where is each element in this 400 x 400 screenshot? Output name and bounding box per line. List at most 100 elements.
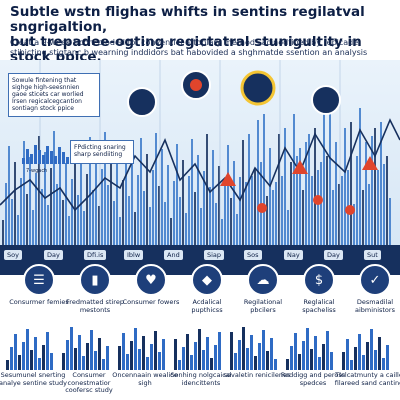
background-bar (389, 198, 391, 250)
background-bar (197, 155, 199, 250)
background-bar (65, 163, 67, 250)
background-bar (20, 178, 22, 250)
mini-bar (162, 339, 165, 370)
background-bar (212, 150, 214, 250)
category-caption: Consumer fowers (122, 298, 180, 306)
timeline-label: And (164, 250, 183, 260)
background-bar (26, 194, 28, 250)
mini-bar (154, 331, 157, 370)
background-bar (266, 196, 268, 250)
trend-line (0, 118, 400, 212)
mini-bar (190, 355, 193, 370)
mini-bar (46, 332, 49, 370)
background-bar (305, 142, 307, 250)
background-bar (383, 164, 385, 250)
category-caption: Acdalical pupthicss (191, 298, 223, 314)
gauge-icon (240, 70, 276, 106)
background-bar (251, 176, 253, 250)
bottom-caption: Consumer conestmatior coofersc study (65, 371, 113, 394)
mini-bar (182, 347, 185, 370)
background-bar (209, 187, 211, 250)
background-bar (269, 148, 271, 250)
mini-bar (314, 336, 317, 370)
background-bar (188, 176, 190, 250)
mini-bar (230, 332, 233, 370)
mini-bar (322, 344, 325, 370)
background-bar (323, 114, 325, 250)
background-bar (152, 170, 154, 250)
mini-bar (250, 335, 253, 370)
background-bar (293, 114, 295, 250)
background-bar (71, 179, 73, 250)
mini-bar (46, 146, 49, 164)
clock-icon (311, 85, 341, 115)
background-bar (122, 180, 124, 250)
mini-bar (346, 339, 349, 370)
mini-bar (238, 340, 241, 370)
background-bar (167, 165, 169, 250)
mini-bar (366, 342, 369, 370)
mini-bar (310, 349, 313, 370)
callout-box: Sowule fintening that sighge high-seesnn… (8, 73, 100, 117)
mini-bar (150, 344, 153, 370)
mini-bar (22, 342, 25, 370)
background-bar (386, 156, 388, 250)
background-bar (137, 175, 139, 250)
background-bar (374, 128, 376, 250)
background-bar (275, 182, 277, 250)
alert-markers (220, 156, 378, 215)
alert-dot-icon (257, 203, 267, 213)
mini-bar (122, 333, 125, 370)
background-bar (356, 156, 358, 250)
background-bar (11, 199, 13, 250)
background-bar (131, 159, 133, 250)
background-bar (350, 122, 352, 250)
mini-bar (378, 337, 381, 370)
background-bar (317, 170, 319, 250)
mini-bar (50, 151, 53, 164)
background-bar (281, 176, 283, 250)
background-bar (365, 142, 367, 250)
mini-bar (330, 352, 333, 370)
background-bar (227, 145, 229, 250)
background-bar (98, 206, 100, 250)
background-bar (254, 168, 256, 250)
background-bar (230, 198, 232, 250)
mini-bar (130, 341, 133, 370)
mini-bar (358, 334, 361, 370)
main-chart-svg (0, 60, 400, 250)
background-bar (233, 161, 235, 250)
background-bar (218, 166, 220, 250)
mini-bar (354, 347, 357, 370)
mini-bar (186, 334, 189, 370)
background-bar (290, 162, 292, 250)
mini-bar (70, 327, 73, 370)
background-bar (353, 204, 355, 250)
background-bar (14, 162, 16, 250)
timeline-label: Soy (4, 250, 22, 260)
mini-bar (218, 332, 221, 370)
background-bar (95, 153, 97, 250)
timeline-label: Nay (284, 250, 303, 260)
background-bar (104, 132, 106, 250)
mini-bar (262, 330, 265, 370)
mini-bar (34, 337, 37, 370)
background-bar (158, 186, 160, 250)
background-bar (185, 213, 187, 250)
mini-bar (202, 350, 205, 370)
mini-bar (26, 149, 29, 164)
mini-bar (254, 356, 257, 370)
mini-bar (386, 345, 389, 370)
mini-bar (94, 351, 97, 370)
mini-bar (50, 353, 53, 370)
background-bar (110, 148, 112, 250)
background-bar (191, 139, 193, 250)
background-bar (116, 164, 118, 250)
background-bar (161, 149, 163, 250)
category-caption: Regilational pbcilers (243, 298, 283, 314)
mini-bar (342, 352, 345, 370)
background-bar (164, 202, 166, 250)
background-bar (77, 195, 79, 250)
mini-bar (74, 348, 77, 370)
background-bar (359, 108, 361, 250)
